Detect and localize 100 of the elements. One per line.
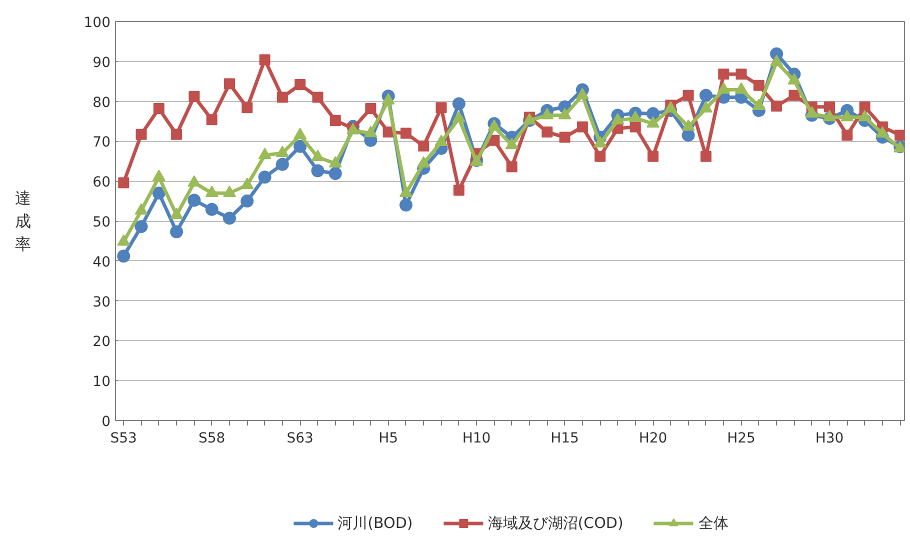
x-tick-label: H10 [462,430,491,446]
point [436,102,447,114]
point [771,100,782,112]
point [894,130,904,141]
point [276,92,288,103]
point [646,107,660,120]
point [736,68,747,80]
point [311,150,324,162]
point [259,54,270,66]
point [118,177,130,188]
y-tick-label: 100 [84,15,111,31]
point [611,113,624,124]
point [312,92,324,103]
point [542,126,553,138]
point [840,110,854,122]
point [824,101,835,112]
point [240,194,254,208]
point [488,134,500,146]
point [540,108,554,120]
point [170,208,184,219]
x-tick-label: H15 [550,430,579,446]
point [171,128,182,140]
point [594,150,606,162]
point [399,186,412,198]
x-tick-label: H5 [378,430,398,446]
y-axis-title: 達成率 [14,188,31,254]
point [788,73,801,85]
legend-label: 全体 [698,514,728,532]
point [417,156,430,168]
point [136,128,147,140]
y-tick-label: 30 [92,294,111,310]
point [153,102,164,114]
point [770,54,784,66]
point [170,225,184,238]
point [365,102,376,114]
x-tick-label: S58 [198,430,226,446]
point [152,186,166,200]
point [117,234,130,246]
point [876,126,889,138]
y-tick-label: 70 [92,134,111,151]
point [382,93,395,104]
legend-label: 海域及び湖沼(COD) [488,514,624,532]
point [399,198,412,212]
point [594,136,607,148]
point [434,134,448,146]
point [453,184,464,196]
point [206,114,218,126]
point [646,116,660,128]
point [188,175,201,187]
point [576,121,588,132]
point [505,138,518,150]
point [718,68,730,80]
point [242,102,253,114]
point [223,212,236,225]
point [452,97,466,110]
point [328,167,342,180]
point [700,150,712,162]
point [152,170,166,182]
point [258,170,272,184]
point [205,202,218,216]
point [188,91,200,102]
point [364,126,378,138]
point [134,203,148,215]
point [276,146,289,158]
y-tick-label: 90 [92,54,111,71]
point [628,110,642,122]
y-tick-label: 80 [92,94,111,111]
x-tick-label: S63 [286,430,314,446]
point [400,128,412,139]
y-tick-label: 10 [92,374,111,390]
point [328,156,342,168]
point [117,250,130,263]
point [311,164,324,178]
point [682,90,694,101]
x-tick-label: S53 [110,430,137,446]
point [823,110,836,122]
point [240,178,254,190]
point [788,90,800,101]
y-tick-label: 20 [92,334,111,350]
y-tick-label: 50 [92,214,111,230]
point [506,161,518,172]
point [188,194,201,207]
y-tick-label: 60 [92,174,111,191]
point [630,121,641,132]
point [734,82,748,94]
point [224,78,235,90]
point [134,220,148,234]
point [294,128,307,140]
x-tick-label: H25 [727,430,756,446]
point [276,158,289,171]
point [648,150,659,162]
point [752,98,766,110]
point [294,79,306,90]
point [859,101,870,112]
point [558,108,572,120]
point [452,111,466,122]
point [805,106,818,118]
legend-label: 河川(BOD) [338,514,413,532]
point [682,119,695,131]
point [842,130,853,141]
